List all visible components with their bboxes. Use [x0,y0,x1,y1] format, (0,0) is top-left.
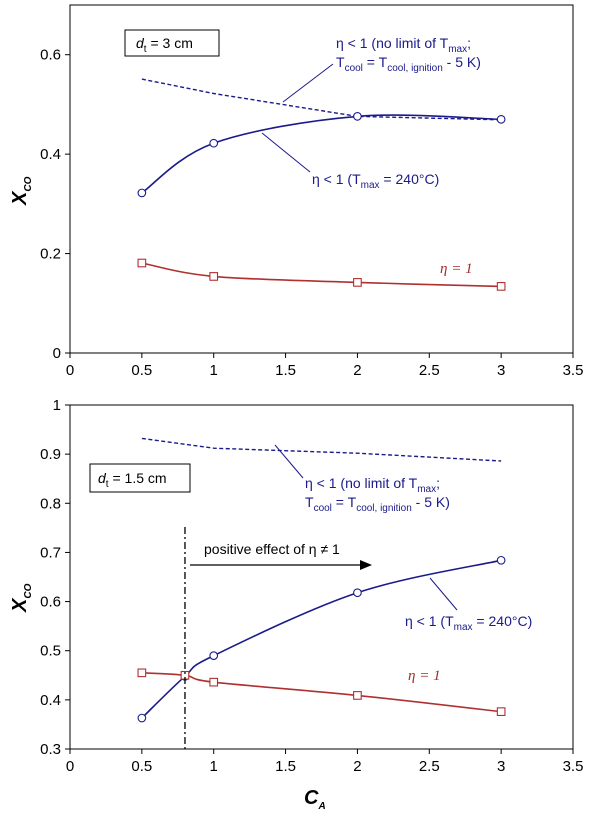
y-tick-label: 0.6 [40,594,61,611]
x-tick-label: 1.5 [275,362,296,379]
dt-label-bottom: dt = 1.5 cm [98,470,167,490]
data-point-circle [209,651,219,660]
annotation-eta1-top: η = 1 [440,261,473,277]
leader-tmax-top [261,132,311,173]
data-point-circle [496,555,506,565]
annotation-tmax-top: η < 1 (Tmax = 240°C) [312,171,439,191]
series-line-eta1 [141,262,502,288]
ticks-bottom: 0 0.5 1 1.5 2 2.5 3 3.5 0.3 0.4 0.5 0.6 0.7 0.8 0.9 1 [40,397,583,775]
data-point-square [137,668,147,678]
chart-top: 0 0.5 1 1.5 2 2.5 3 3.5 0 0.2 0.4 0.6 XCO dt = 3 cm… [9,4,583,379]
x-tick-label: 2 [353,362,361,379]
x-tick-label: 3.5 [563,362,584,379]
data-point-circle [496,114,506,124]
x-tick-label: 1.5 [275,758,296,775]
x-tick-label: 2 [353,758,361,775]
data-point-circle [137,713,147,723]
x-tick-label: 2.5 [419,362,440,379]
data-point-circle [137,188,147,198]
x-axis-label: CA [304,787,326,812]
data-point-square [353,278,362,287]
x-tick-label: 0 [66,758,74,775]
x-tick-label: 1 [210,758,218,775]
annotation-no-limit-top-line2: Tcool = Tcool, ignition - 5 K) [336,54,481,74]
series-line-no-limit [141,78,502,121]
ticks-top: 0 0.5 1 1.5 2 2.5 3 3.5 0 0.2 0.4 0.6 [40,47,583,379]
x-tick-label: 0 [66,362,74,379]
series-line-eta1 [141,672,502,713]
y-tick-label: 0.7 [40,544,61,561]
dt-box-top [124,29,220,57]
y-tick-label: 0.8 [40,495,61,512]
chart-bottom: 0 0.5 1 1.5 2 2.5 3 3.5 0.3 0.4 0.5 0.6 0.7 0.8 0.9 1 X… [9,397,583,812]
y-tick-label: 0 [53,345,61,362]
x-tick-label: 0.5 [131,362,152,379]
y-axis-label-top: XCO [9,176,34,206]
data-point-square [496,282,506,291]
dt-box-bottom [89,463,191,493]
x-tick-label: 1 [210,362,218,379]
x-tick-label: 0.5 [131,758,152,775]
series-line-tmax [141,114,502,194]
y-tick-label: 1 [53,397,61,414]
data-point-circle [209,138,219,148]
data-point-circle [353,588,362,598]
annotation-eta1-bottom: η = 1 [408,668,441,684]
y-tick-label: 0.5 [40,643,61,660]
dt-label-top: dt = 3 cm [136,35,193,55]
y-tick-label: 0.4 [40,692,61,709]
x-tick-label: 2.5 [419,758,440,775]
series-line-tmax [141,559,502,719]
series-bottom [137,437,506,723]
data-point-square [496,707,506,717]
data-point-square [353,691,362,700]
series-line-no-limit [141,437,502,462]
leader-no-limit-bottom [274,444,304,479]
annotation-tmax-bottom: η < 1 (Tmax = 240°C) [405,613,532,633]
y-tick-label: 0.4 [40,146,61,163]
data-point-square [209,677,219,687]
data-point-square [209,272,219,281]
y-tick-label: 0.3 [40,741,61,758]
x-tick-label: 3.5 [563,758,584,775]
annotation-no-limit-bottom-line2: Tcool = Tcool, ignition - 5 K) [305,494,450,514]
plot-area-bottom [69,404,574,750]
annotation-positive-effect: positive effect of η ≠ 1 [204,541,340,557]
positive-effect-arrowhead [360,560,372,570]
leader-no-limit-top [282,63,334,103]
data-point-square [137,258,147,268]
y-tick-label: 0.2 [40,246,61,263]
annotation-no-limit-bottom-line1: η < 1 (no limit of Tmax; [305,475,440,495]
plot-area-top [69,4,574,354]
y-tick-label: 0.6 [40,47,61,64]
x-tick-label: 3 [497,362,505,379]
x-tick-label: 3 [497,758,505,775]
series-top [137,78,506,291]
y-axis-label-bottom: XCO [9,583,34,613]
annotation-no-limit-top-line1: η < 1 (no limit of Tmax; [336,35,471,55]
data-point-circle [353,112,362,121]
leader-tmax-bottom [429,577,458,611]
y-tick-label: 0.9 [40,446,61,463]
